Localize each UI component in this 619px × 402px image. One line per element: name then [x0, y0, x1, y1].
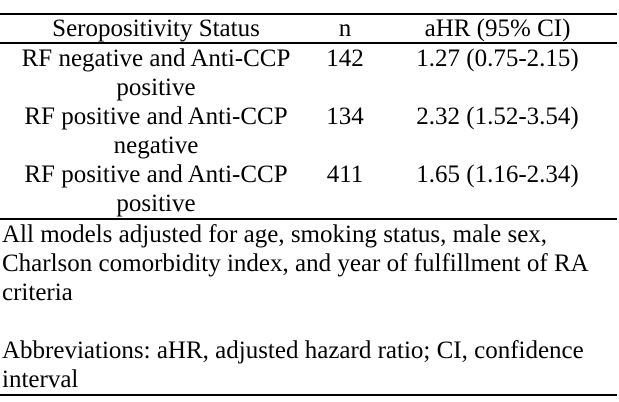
status-cell: RF positive and Anti-CCP negative — [24, 103, 288, 159]
table-footnotes: All models adjusted for age, smoking sta… — [0, 220, 617, 396]
table-row: RF negative and Anti-CCP positive 142 1.… — [0, 43, 617, 102]
ahr-cell: 1.27 (0.75-2.15) — [416, 45, 579, 72]
table-row: RF positive and Anti-CCP positive 411 1.… — [0, 160, 617, 220]
seropositivity-table: Seropositivity Status n aHR (95% CI) RF … — [0, 13, 617, 220]
table-row: RF positive and Anti-CCP negative 134 2.… — [0, 102, 617, 160]
table-header-row: Seropositivity Status n aHR (95% CI) — [0, 13, 617, 44]
status-cell: RF positive and Anti-CCP positive — [0, 160, 312, 220]
column-header-ahr: aHR (95% CI) — [378, 13, 617, 44]
n-cell: 142 — [326, 45, 364, 72]
ahr-cell: 1.65 (1.16-2.34) — [378, 160, 617, 220]
abbreviations-note: Abbreviations: aHR, adjusted hazard rati… — [2, 337, 584, 393]
status-cell: RF negative and Anti-CCP positive — [21, 45, 291, 101]
column-header-status: Seropositivity Status — [0, 13, 312, 44]
top-spacer — [0, 0, 619, 13]
ahr-cell: 2.32 (1.52-3.54) — [416, 103, 579, 130]
adjustment-note: All models adjusted for age, smoking sta… — [2, 221, 588, 306]
n-cell: 411 — [312, 160, 378, 220]
column-header-n: n — [312, 13, 378, 44]
n-cell: 134 — [326, 103, 364, 130]
